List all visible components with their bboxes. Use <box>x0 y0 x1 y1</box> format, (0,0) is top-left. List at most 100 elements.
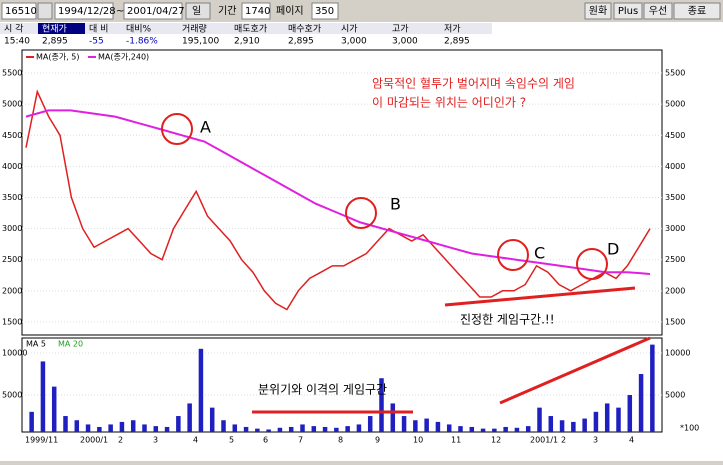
x-tick-label: 3 <box>153 436 158 445</box>
volume-bar <box>345 426 350 432</box>
volume-bar <box>288 426 294 432</box>
volume-bar <box>322 426 328 432</box>
volume-bar <box>458 426 463 432</box>
volume-bar <box>356 424 362 432</box>
volume-bar <box>74 420 80 432</box>
volume-bar <box>650 344 655 432</box>
price-frame <box>21 49 663 336</box>
down-button[interactable] <box>37 2 53 20</box>
volume-bar <box>367 416 373 432</box>
toolbar-button[interactable] <box>643 2 673 20</box>
quote-value: 2,895 <box>444 37 470 47</box>
y-tick-label: 5000 <box>2 100 22 109</box>
volume-bar <box>616 407 621 432</box>
x-tick-label: 12 <box>491 436 501 445</box>
volume-bar <box>142 424 147 432</box>
toolbar-buttons: 원화 Plus 우선 종료 <box>584 2 721 20</box>
button-label: 원화 <box>589 5 607 17</box>
code-box[interactable] <box>1 2 37 20</box>
quote-header: 시가 <box>341 24 358 35</box>
volume-bar <box>97 426 102 432</box>
quote-value: 2,910 <box>234 37 260 47</box>
volume-bar <box>209 407 215 432</box>
y-tick-label-right: 3000 <box>665 224 685 233</box>
button-label: 우선 <box>649 5 667 17</box>
y-tick-label-right: 5500 <box>665 69 685 78</box>
annotation-label: A <box>200 118 211 137</box>
quote-header-cell <box>38 23 85 34</box>
annotation-text: 분위기와 이격의 게임구간 <box>258 383 387 397</box>
volume-frame <box>21 337 663 433</box>
y-tick-label: 4000 <box>2 162 22 171</box>
volume-bar <box>255 428 260 432</box>
y-tick-label: 4500 <box>2 131 22 140</box>
period-box[interactable] <box>241 2 271 20</box>
x-tick-label: 10 <box>413 436 423 445</box>
volume-bar <box>638 374 644 432</box>
volume-bar <box>221 420 226 432</box>
toolbar-button[interactable] <box>584 2 612 20</box>
y-tick-label-right: 4000 <box>665 162 685 171</box>
x-tick-label: 11 <box>451 436 461 445</box>
volume-bar <box>85 424 91 432</box>
quote-value: 15:40 <box>4 37 30 47</box>
volume-bar <box>424 418 429 432</box>
x-tick-label: 7 <box>298 436 303 445</box>
unit-button[interactable] <box>185 2 211 20</box>
volume-bar <box>311 426 317 432</box>
y-tick-label: 2500 <box>2 255 22 264</box>
volume-bar <box>435 421 441 432</box>
legend-label: MA 5 <box>26 340 46 349</box>
annotation-label: D <box>607 240 619 259</box>
volume-bar <box>401 416 407 432</box>
legend-label: MA 20 <box>58 340 83 349</box>
y-tick-label-right: 10000 <box>665 349 690 358</box>
x-tick-label: 2 <box>118 436 123 445</box>
volume-bar <box>164 426 170 432</box>
quote-value: 195,100 <box>182 37 219 47</box>
quote-value: -1.86% <box>126 37 158 47</box>
x-tick-label: 5 <box>229 436 234 445</box>
annotation-line <box>499 336 651 405</box>
quote-header: 대 비 <box>89 24 108 35</box>
x-tick-label: 3 <box>593 436 598 445</box>
volume-bar <box>277 427 283 432</box>
volume-bar <box>582 418 587 432</box>
x-tick-label: 4 <box>193 436 198 445</box>
start-date: 1994/12/28 <box>58 6 116 17</box>
page: 350 <box>315 6 334 17</box>
y-tick-label: 10000 <box>2 349 27 358</box>
volume-bar <box>130 420 136 432</box>
x-tick-label: 2 <box>561 436 566 445</box>
start-date-box[interactable] <box>54 2 114 20</box>
quote-header-cell <box>440 23 492 34</box>
toolbar-button[interactable] <box>673 2 721 20</box>
volume-bar <box>40 361 46 432</box>
end-date: 2001/04/27 <box>127 6 185 17</box>
volume-chart: 5000 5000 10000 10000 *100 MA 5 MA 20 <box>2 340 699 433</box>
quote-header-cell <box>337 23 388 34</box>
quote-value: 2,895 <box>42 37 68 47</box>
end-date-box[interactable] <box>123 2 183 20</box>
annotation-label: B <box>390 195 401 214</box>
x-tick-label: 1999/11 <box>25 436 58 445</box>
volume-bar <box>334 427 339 432</box>
volume-bar <box>571 421 576 432</box>
quote-header-cell <box>0 23 38 34</box>
volume-bar <box>514 427 520 432</box>
quote-header: 거래량 <box>182 23 207 35</box>
volume-bar <box>492 428 497 432</box>
volume-bar <box>537 407 542 432</box>
quote-header: 매도호가 <box>234 24 267 35</box>
page-box[interactable] <box>311 2 339 20</box>
y-tick-label: 1500 <box>2 317 22 326</box>
annotation-circle <box>345 197 377 229</box>
y-tick-label-right: 2500 <box>665 255 685 264</box>
toolbar-button[interactable] <box>613 2 643 20</box>
annotation-text: 암묵적인 혈투가 벌어지며 속임수의 게임 <box>372 77 575 91</box>
y-tick-label-right: 5000 <box>665 100 685 109</box>
x-tick-label: 2001/1 <box>530 436 558 445</box>
y-tick-label-right: 3500 <box>665 193 685 202</box>
